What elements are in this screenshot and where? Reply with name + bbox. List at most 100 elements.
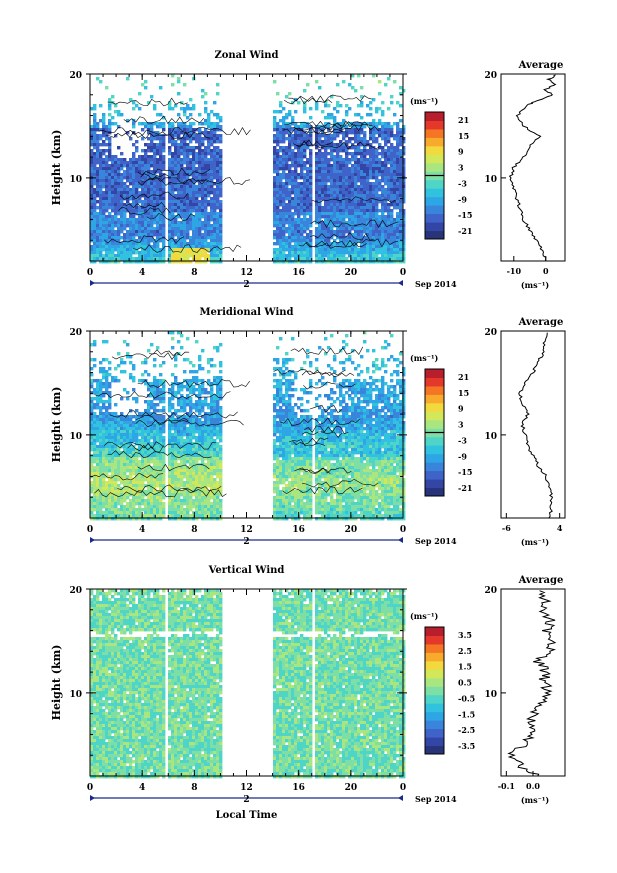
heatmap-cell [141, 149, 145, 153]
heatmap-cell [177, 233, 181, 237]
heatmap-cell [342, 179, 346, 183]
heatmap-cell [108, 98, 112, 102]
heatmap-cell [393, 161, 397, 165]
heatmap-cell [330, 158, 334, 162]
heatmap-cell [150, 191, 154, 195]
heatmap-cell [330, 257, 334, 261]
heatmap-cell [156, 430, 160, 434]
heatmap-cell [399, 119, 403, 123]
heatmap-cell [327, 137, 331, 141]
heatmap-cell [156, 248, 160, 252]
heatmap-cell [207, 170, 211, 174]
heatmap-cell [369, 218, 373, 222]
heatmap-cell [90, 161, 94, 165]
heatmap-cell [282, 248, 286, 252]
heatmap-cell [324, 221, 328, 225]
heatmap-cell [183, 236, 187, 240]
heatmap-cell [387, 140, 391, 144]
heatmap-cell [288, 167, 292, 171]
heatmap-cell [363, 230, 367, 234]
heatmap-cell [219, 164, 223, 168]
heatmap-cell [348, 176, 352, 180]
heatmap-cell [105, 424, 109, 428]
heatmap-cell [132, 499, 136, 503]
heatmap-cell [381, 110, 385, 114]
heatmap-cell [315, 215, 319, 219]
heatmap-cell [276, 194, 280, 198]
contour-line [309, 120, 363, 129]
heatmap-cell [276, 221, 280, 225]
heatmap-cell [171, 221, 175, 225]
heatmap-cell [276, 251, 280, 255]
heatmap-cell [99, 409, 103, 413]
heatmap-cell [345, 146, 349, 150]
heatmap-cell [153, 469, 157, 473]
heatmap-cell [126, 131, 130, 135]
heatmap-cell [114, 200, 118, 204]
heatmap-cell [183, 239, 187, 243]
heatmap-cell [372, 131, 376, 135]
heatmap-cell [351, 254, 355, 258]
heatmap-cell [123, 340, 127, 344]
heatmap-cell [294, 194, 298, 198]
heatmap-cell [279, 146, 283, 150]
heatmap-cell [162, 242, 166, 246]
heatmap-cell [333, 206, 337, 210]
heatmap-cell [285, 197, 289, 201]
heatmap-cell [129, 188, 133, 192]
heatmap-cell [159, 397, 163, 401]
heatmap-cell [183, 179, 187, 183]
heatmap-cell [378, 197, 382, 201]
heatmap-cell [285, 212, 289, 216]
heatmap-cell [162, 254, 166, 258]
heatmap-cell [153, 481, 157, 485]
heatmap-cell [207, 173, 211, 177]
heatmap-cell [171, 254, 175, 258]
heatmap-cell [213, 158, 217, 162]
heatmap-cell [351, 248, 355, 252]
heatmap-cell [285, 158, 289, 162]
heatmap-cell [366, 161, 370, 165]
heatmap-cell [285, 257, 289, 261]
heatmap-cell [285, 239, 289, 243]
heatmap-cell [111, 164, 115, 168]
heatmap-cell [321, 227, 325, 231]
heatmap-cell [384, 242, 388, 246]
heatmap-cell [138, 502, 142, 506]
heatmap-cell [315, 137, 319, 141]
heatmap-cell [195, 200, 199, 204]
colorbar-tick: -9 [458, 194, 467, 204]
heatmap-cell [300, 248, 304, 252]
heatmap-cell [99, 257, 103, 261]
heatmap-cell [210, 251, 214, 255]
heatmap-cell [360, 215, 364, 219]
heatmap-cell [117, 454, 121, 458]
heatmap-cell [114, 379, 118, 383]
heatmap-cell [345, 104, 349, 108]
heatmap-cell [168, 149, 172, 153]
heatmap-cell [105, 508, 109, 512]
heatmap-cell [390, 128, 394, 132]
heatmap-cell [111, 475, 115, 479]
heatmap-cell [399, 152, 403, 156]
heatmap-cell [144, 454, 148, 458]
heatmap-cell [153, 388, 157, 392]
heatmap-cell [162, 218, 166, 222]
heatmap-cell [138, 454, 142, 458]
heatmap-cell [315, 158, 319, 162]
heatmap-cell [105, 391, 109, 395]
heatmap-cell [162, 385, 166, 389]
heatmap-cell [108, 514, 112, 518]
heatmap-cell [147, 409, 151, 413]
heatmap-cell [99, 361, 103, 365]
heatmap-cell [207, 182, 211, 186]
heatmap-cell [108, 421, 112, 425]
heatmap-cell [300, 200, 304, 204]
heatmap-cell [141, 128, 145, 132]
heatmap-cell [351, 200, 355, 204]
heatmap-cell [132, 167, 136, 171]
heatmap-cell [102, 496, 106, 500]
heatmap-cell [351, 215, 355, 219]
heatmap-cell [150, 194, 154, 198]
heatmap-cell [93, 164, 97, 168]
